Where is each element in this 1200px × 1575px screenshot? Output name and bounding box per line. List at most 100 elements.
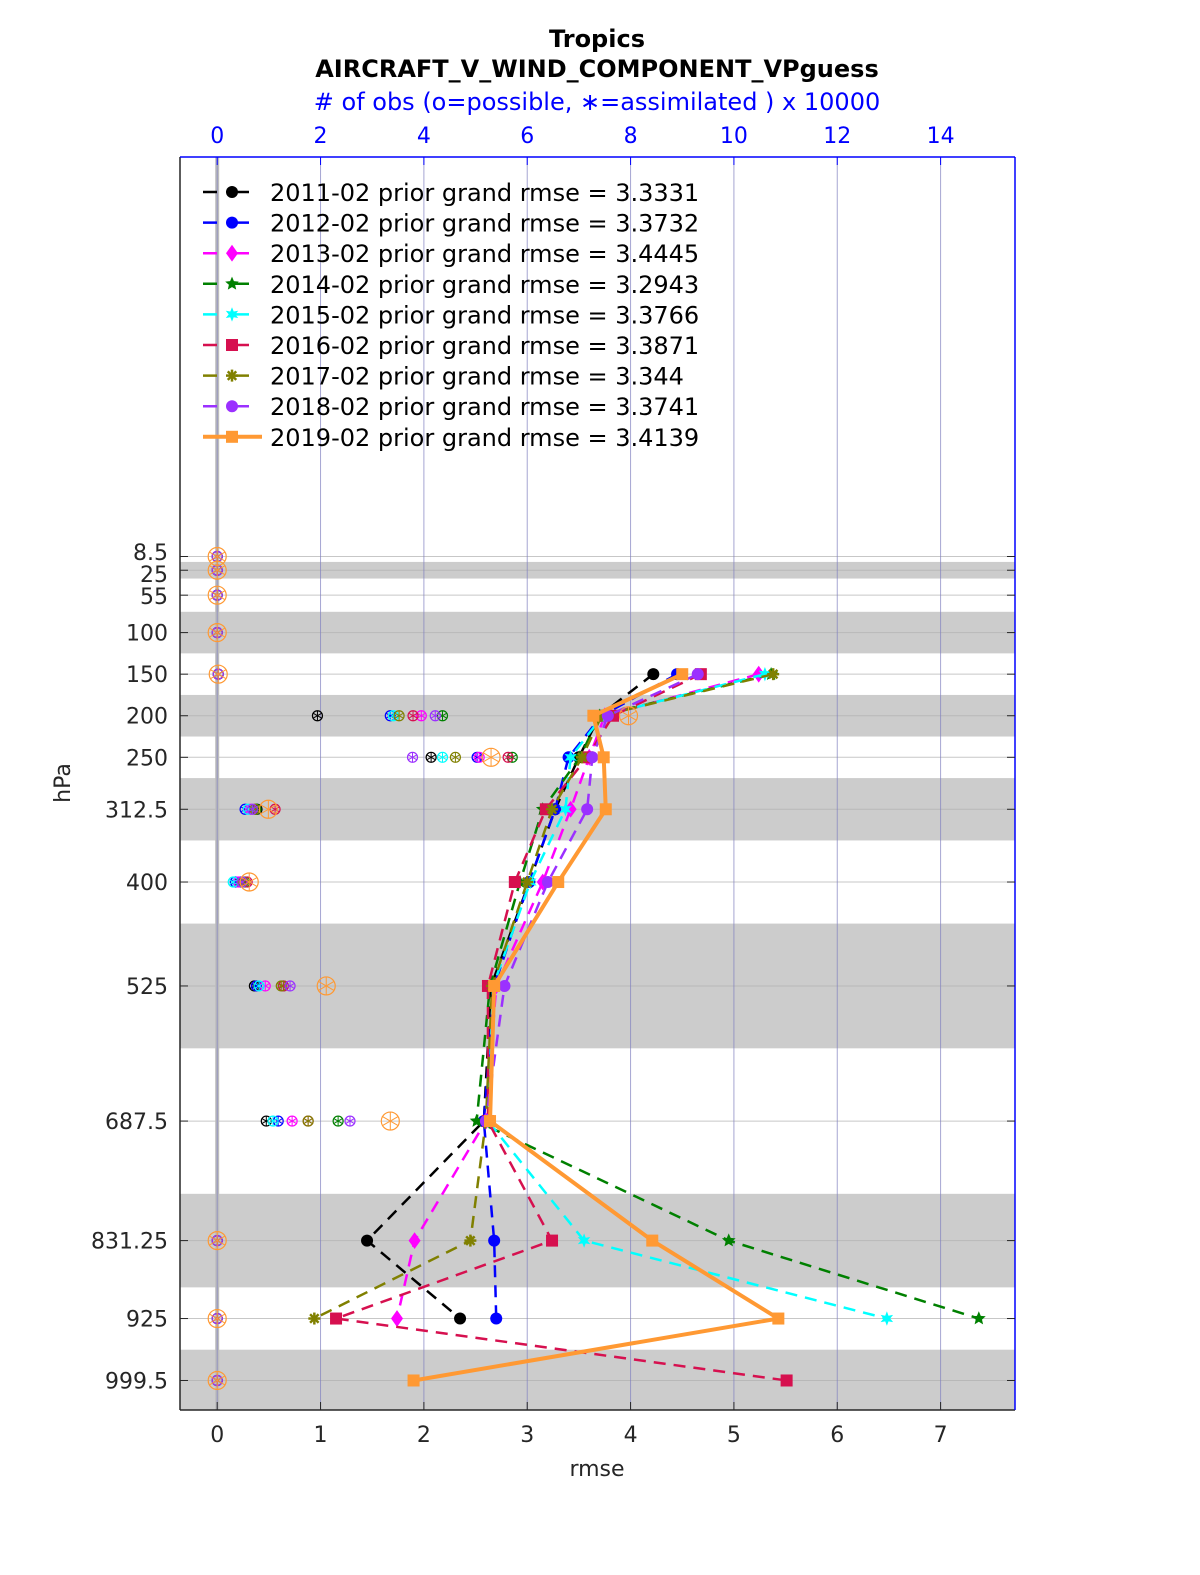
x-tick-label: 3 [520, 1423, 534, 1448]
obs-marker [246, 803, 258, 815]
legend-marker [226, 430, 238, 443]
obs-assimilated-star [437, 754, 448, 761]
data-point [564, 750, 577, 765]
obs-assimilated-star [483, 752, 500, 763]
y-tick-label: 55 [140, 585, 168, 610]
data-point [490, 1312, 503, 1325]
top-tick-label: 2 [314, 124, 328, 149]
x-tick-label: 1 [314, 1423, 328, 1448]
data-point [361, 1234, 374, 1247]
legend-marker [226, 400, 238, 413]
obs-assimilated-star [209, 590, 226, 601]
data-point [691, 668, 704, 681]
data-point [599, 803, 612, 816]
series-line [484, 673, 699, 1122]
legend-entry: 2015-02 prior grand rmse = 3.3766 [203, 301, 699, 329]
data-point [498, 979, 511, 992]
obs-assimilated-star [303, 1118, 313, 1125]
obs-assimilated-star [237, 879, 247, 885]
data-point [758, 667, 772, 682]
data-point [752, 665, 765, 683]
x-tick-label: 6 [830, 1423, 844, 1448]
data-point [508, 876, 521, 889]
x-tick-label: 5 [727, 1423, 741, 1448]
obs-assimilated-star [333, 1118, 343, 1125]
top-tick-label: 14 [927, 124, 955, 149]
y-tick-label: 100 [126, 622, 168, 647]
marker-stroke [465, 1235, 476, 1246]
marker-stroke [576, 752, 588, 763]
y-tick-label: 999.5 [105, 1369, 168, 1394]
data-point [546, 1234, 559, 1247]
obs-marker [311, 710, 324, 722]
obs-marker [207, 1308, 227, 1329]
legend-label: 2018-02 prior grand rmse = 3.3741 [270, 393, 699, 421]
marker-stroke [226, 370, 238, 381]
obs-assimilated-star [620, 710, 637, 721]
legend-entry: 2017-02 prior grand rmse = 3.344 [203, 363, 684, 391]
data-point [552, 876, 565, 889]
y-axis-label: hPa [51, 763, 76, 803]
legend-marker [225, 307, 239, 322]
legend-label: 2012-02 prior grand rmse = 3.3732 [270, 210, 699, 238]
top-tick-label: 8 [624, 124, 638, 149]
legend-entry: 2019-02 prior grand rmse = 3.4139 [203, 424, 699, 452]
obs-assimilated-star [260, 804, 277, 815]
data-point [575, 751, 588, 764]
data-point [407, 1374, 420, 1387]
data-point [546, 803, 559, 816]
legend-label: 2017-02 prior grand rmse = 3.344 [270, 363, 684, 391]
data-point [721, 1233, 736, 1247]
obs-assimilated-star [503, 754, 513, 761]
marker-stroke [768, 669, 779, 680]
data-point [454, 1312, 467, 1325]
obs-assimilated-star [276, 983, 286, 989]
obs-assimilated-star [268, 1118, 278, 1125]
data-point [484, 1115, 497, 1128]
top-tick-label: 12 [823, 124, 851, 149]
obs-marker [429, 710, 441, 722]
obs-assimilated-star [254, 983, 264, 989]
obs-marker [207, 1370, 227, 1391]
data-point [469, 1113, 484, 1127]
marker-stroke [546, 804, 558, 815]
series-9 [207, 546, 785, 1391]
obs-marker [436, 751, 449, 763]
y-tick-label: 25 [140, 563, 168, 588]
data-point [597, 751, 610, 764]
data-point [559, 802, 572, 817]
y-tick-label: 200 [126, 705, 168, 730]
y-tick-label: 525 [126, 975, 168, 1000]
legend-marker [226, 369, 238, 382]
obs-marker [239, 872, 259, 892]
obs-marker [284, 980, 296, 992]
data-point [391, 1310, 404, 1327]
obs-marker [407, 710, 419, 722]
obs-marker [207, 585, 227, 605]
data-point [646, 1234, 659, 1247]
obs-assimilated-star [450, 754, 460, 761]
obs-marker [267, 1115, 279, 1127]
legend-entry: 2011-02 prior grand rmse = 3.3331 [203, 179, 699, 207]
y-tick-label: 312.5 [105, 798, 168, 823]
obs-assimilated-star [209, 1235, 226, 1246]
data-point [564, 800, 577, 818]
obs-marker [618, 706, 639, 726]
obs-assimilated-star [318, 981, 335, 991]
top-tick-label: 6 [520, 124, 534, 149]
obs-assimilated-star [285, 983, 295, 989]
obs-marker [332, 1115, 344, 1127]
series-line [413, 672, 784, 1383]
legend-label: 2019-02 prior grand rmse = 3.4139 [270, 424, 699, 452]
data-point [601, 709, 614, 722]
legend-marker [226, 244, 238, 262]
obs-assimilated-star [209, 1313, 226, 1324]
x-tick-label: 2 [417, 1423, 431, 1448]
data-point [780, 1374, 793, 1387]
obs-assimilated-star [345, 1118, 355, 1125]
data-point [488, 979, 501, 992]
obs-assimilated-star [426, 754, 436, 761]
y-tick-label: 925 [126, 1308, 168, 1333]
data-point [577, 1233, 591, 1248]
